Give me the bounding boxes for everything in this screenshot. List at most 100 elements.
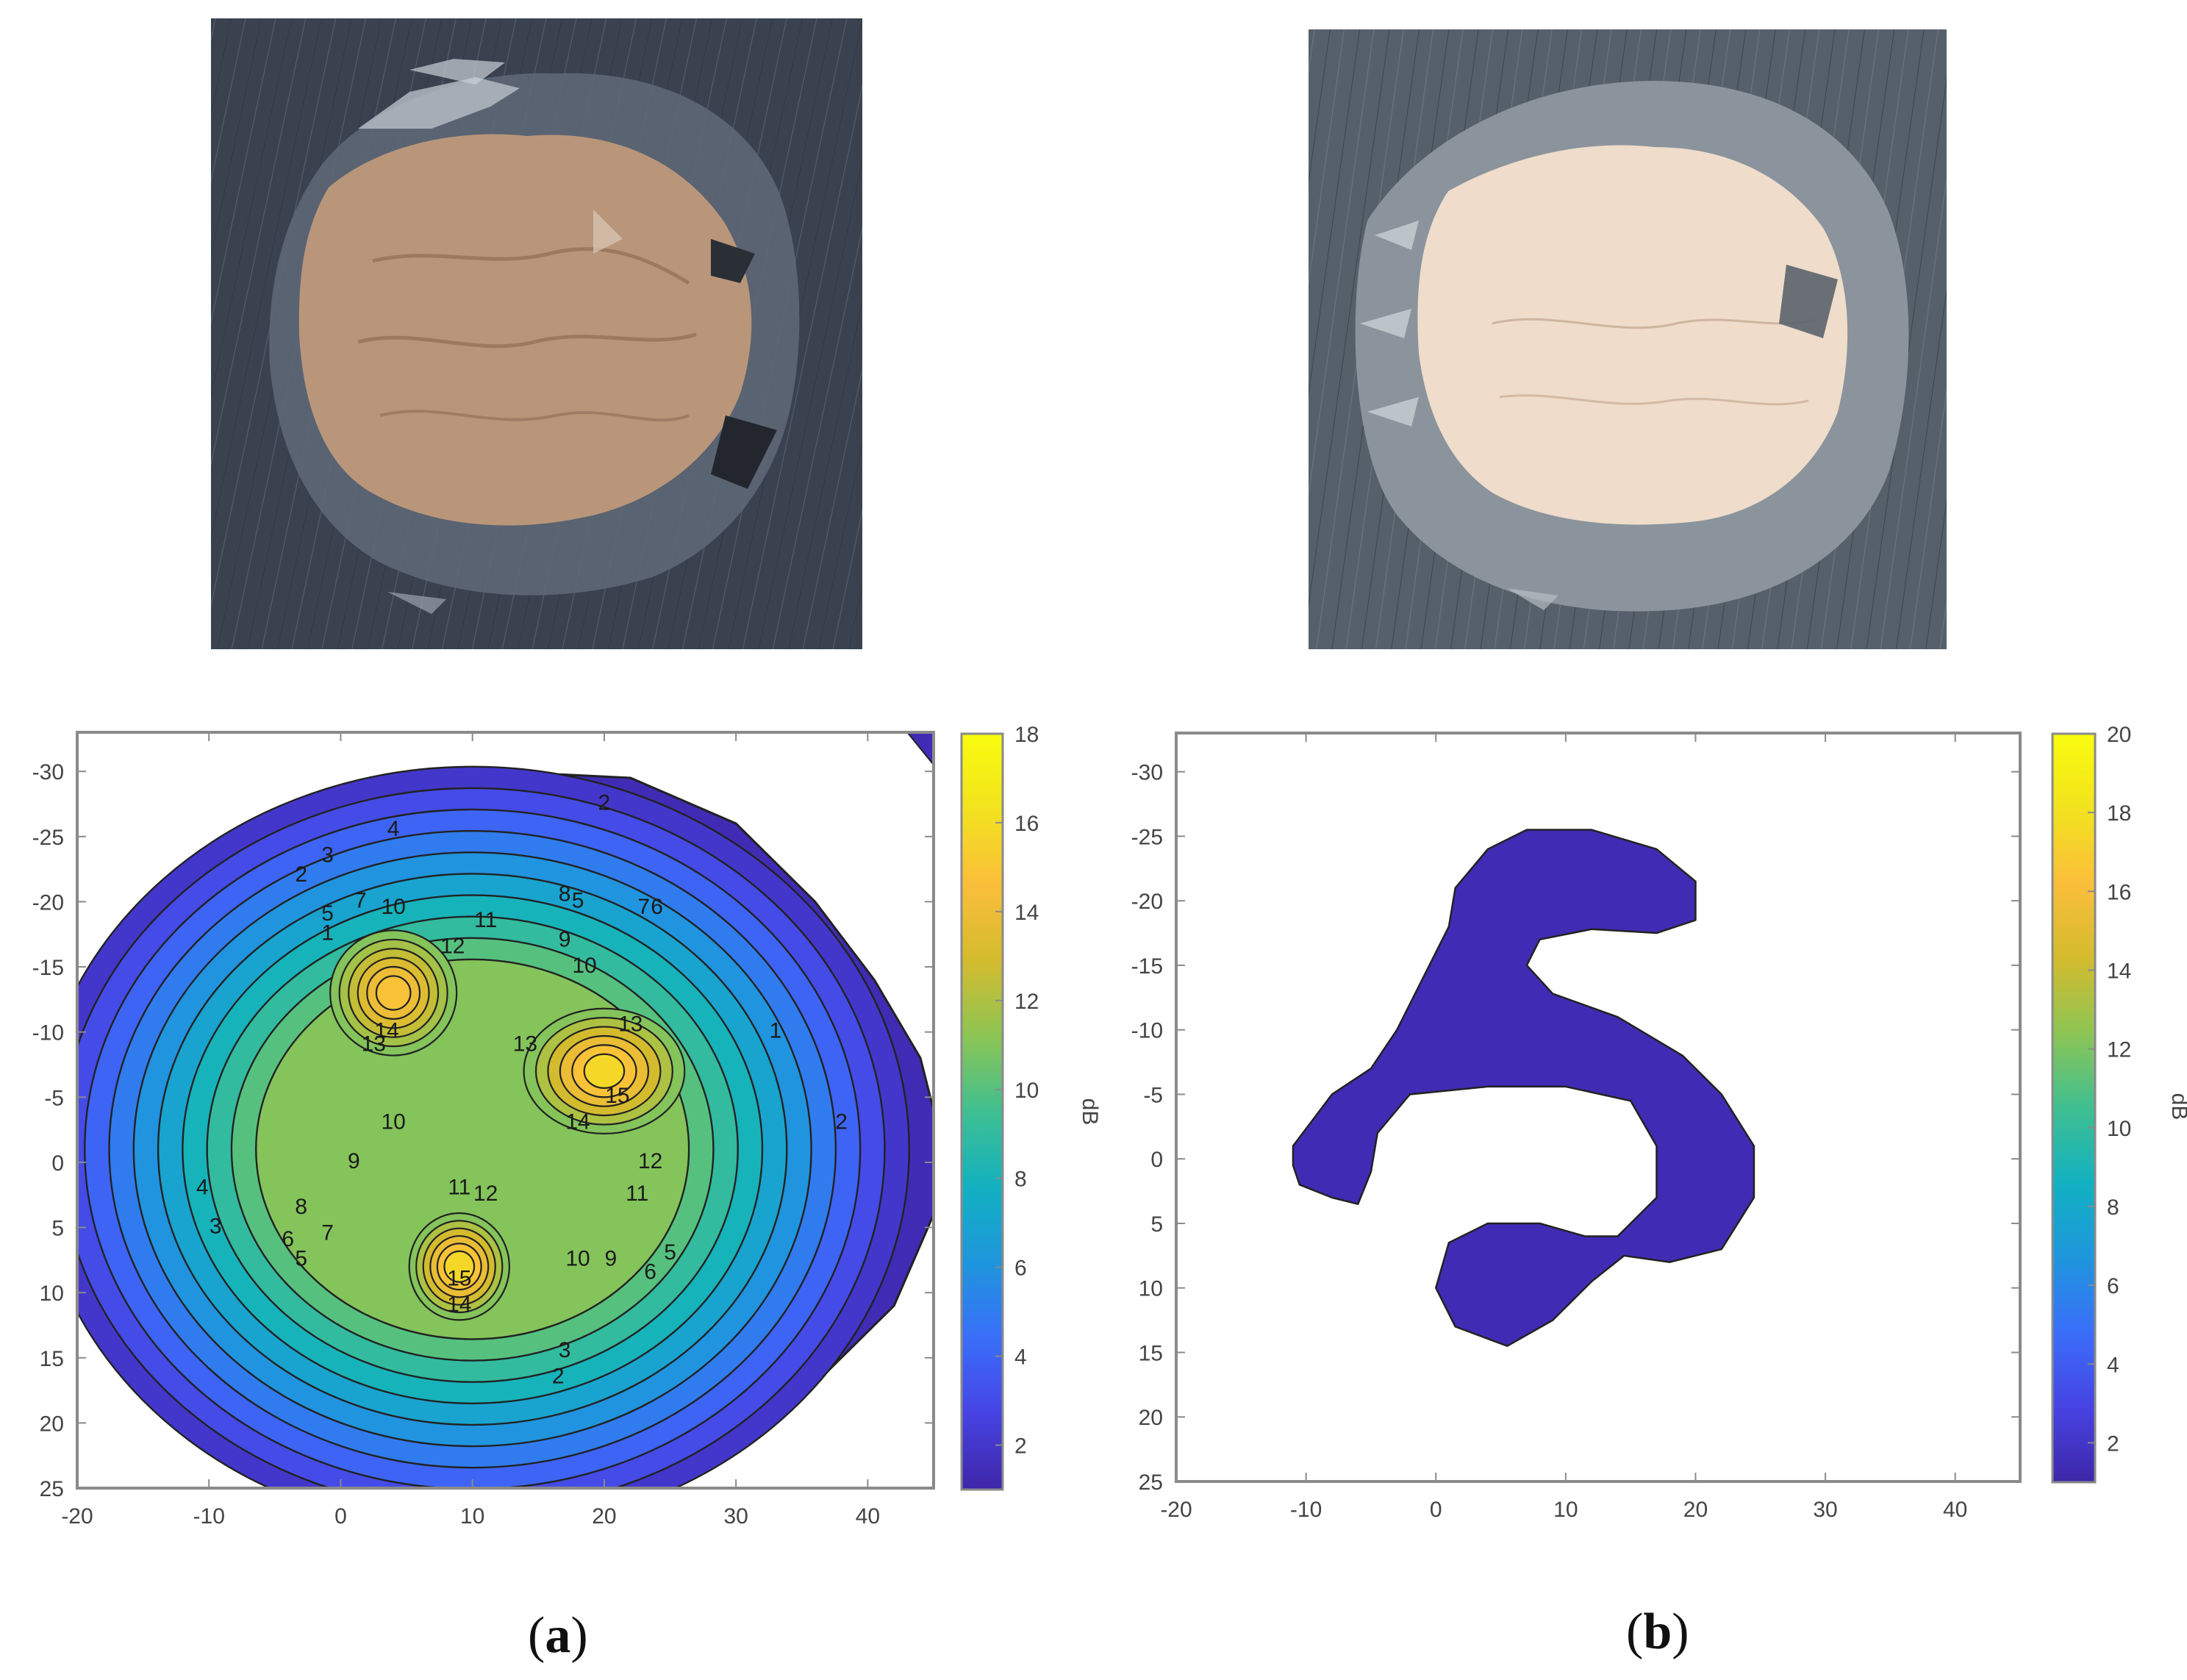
contour-label: 2	[835, 1110, 848, 1134]
contour-fragment	[906, 732, 934, 766]
y-tick-label: 5	[51, 1217, 64, 1241]
y-tick-label: -5	[44, 1086, 64, 1110]
contour-peak-3	[408, 1212, 510, 1321]
specimen-photo-b	[1309, 29, 1947, 649]
colorbar-label: dB	[2167, 1093, 2187, 1120]
y-tick-label: 5	[1150, 1212, 1163, 1237]
contour-label: 4	[387, 817, 400, 841]
contour-label: 9	[348, 1149, 360, 1173]
contour-label: 4	[196, 1175, 209, 1199]
contour-label: 12	[440, 934, 465, 958]
contour-label: 10	[381, 1110, 405, 1134]
axes-frame-b	[1175, 732, 2022, 1483]
y-tick-label: -5	[1143, 1083, 1163, 1107]
x-tick-label: 30	[723, 1504, 748, 1529]
x-tick-label: 20	[592, 1504, 616, 1529]
contour-label: 10	[381, 895, 405, 919]
x-tick-label: -20	[61, 1504, 93, 1529]
y-tick-label: 10	[1139, 1277, 1163, 1301]
contour-label: 1	[770, 1019, 782, 1043]
caption-a-letter: a	[545, 1607, 571, 1664]
axes-frame-a	[76, 731, 935, 1490]
contour-label: 5	[321, 901, 334, 926]
contour-label: 5	[295, 1247, 307, 1271]
colorbar-tick-label: 20	[2107, 723, 2131, 747]
y-tick-label: -15	[1131, 954, 1163, 979]
contour-label: 15	[447, 1266, 471, 1290]
colorbar-tick-label: 6	[2107, 1274, 2119, 1298]
contour-label: 13	[513, 1032, 537, 1056]
contour-label: 14	[375, 1019, 399, 1043]
y-tick-label: -20	[32, 890, 64, 915]
caption-a-close: )	[570, 1607, 588, 1664]
caption-b: (b)	[1626, 1603, 1689, 1662]
colorbar-tick-label: 12	[2107, 1038, 2131, 1062]
contour-label: 13	[362, 1032, 386, 1056]
contour-label: 5	[572, 888, 584, 912]
contour-label: 10	[572, 954, 596, 978]
y-tick-label: 0	[1150, 1148, 1163, 1172]
contour-label: 2	[598, 790, 611, 815]
colorbar-tick-label: 16	[1014, 812, 1039, 836]
contour-label: 14	[447, 1293, 471, 1317]
contour-label: 3	[210, 1214, 222, 1238]
y-tick-label: -15	[32, 956, 64, 980]
colorbar-tick-label: 2	[2107, 1431, 2119, 1456]
colorbar-tick-label: 14	[2107, 959, 2131, 983]
contour-label: 6	[644, 1259, 656, 1284]
contour-label: 7	[321, 1220, 334, 1245]
colorbar-b: 2 4 6 8 10 12 14 16 18 20 dB	[2051, 723, 2187, 1484]
y-tick-label: 25	[1139, 1470, 1163, 1495]
contour-label: 10	[565, 1247, 590, 1271]
x-tick-label: -10	[1290, 1498, 1322, 1522]
y-tick-label: 10	[40, 1282, 64, 1306]
colorbar-tick-label: 18	[1014, 723, 1039, 747]
y-tick-label: 15	[40, 1347, 64, 1371]
contour-label: 9	[605, 1247, 618, 1271]
contour-label: 8	[559, 882, 571, 906]
x-tick-label: 20	[1683, 1498, 1708, 1522]
colorbar-tick-label: 14	[1014, 901, 1039, 925]
caption-b-open: (	[1626, 1604, 1644, 1660]
colorbar-tick-label: 8	[2107, 1195, 2119, 1220]
contour-label: 15	[605, 1084, 629, 1108]
y-tick-label: -25	[1131, 825, 1163, 849]
caption-b-letter: b	[1643, 1604, 1672, 1660]
y-tick-label: 20	[1139, 1406, 1163, 1430]
colorbar-tick-label: 18	[2107, 801, 2131, 826]
contour-label: 1	[321, 921, 334, 946]
contour-label: 7	[354, 888, 367, 912]
contour-plot-b: -20 -10 0 10 20 30 40 -30 -25 -20 -15 -10 -5 0 5 10 15 20…	[1131, 723, 2187, 1522]
contour-label: 7	[637, 895, 650, 919]
contour-label: 14	[565, 1110, 590, 1134]
y-tick-label: -10	[1131, 1019, 1163, 1043]
caption-a-open: (	[528, 1607, 545, 1664]
colorbar-tick-label: 10	[1014, 1079, 1039, 1103]
contour-label: 2	[295, 862, 307, 887]
contour-label: 8	[295, 1195, 307, 1219]
contour-label: 2	[552, 1364, 565, 1388]
x-tick-label: -20	[1160, 1498, 1192, 1522]
contour-label: 6	[282, 1227, 294, 1251]
contour-peak-2	[523, 1007, 686, 1135]
x-tick-label: 40	[856, 1504, 880, 1529]
contour-label: 6	[651, 895, 663, 919]
contour-label: 12	[638, 1149, 662, 1173]
y-tick-label: -30	[1131, 761, 1163, 785]
y-tick-label: 20	[40, 1412, 64, 1436]
x-tick-label: 0	[334, 1504, 347, 1529]
caption-b-close: )	[1672, 1604, 1689, 1660]
colorbar-tick-label: 8	[1014, 1168, 1027, 1192]
contour-peak-1	[329, 929, 458, 1057]
contour-label: 5	[664, 1240, 676, 1265]
contour-label: 12	[473, 1182, 498, 1206]
y-tick-label: -25	[32, 826, 64, 850]
contour-label: 3	[321, 843, 334, 867]
colorbar-tick-label: 16	[2107, 880, 2131, 904]
contour-fill-b	[1292, 829, 1755, 1347]
contour-label: 11	[448, 1175, 470, 1199]
caption-a: (a)	[528, 1606, 588, 1665]
